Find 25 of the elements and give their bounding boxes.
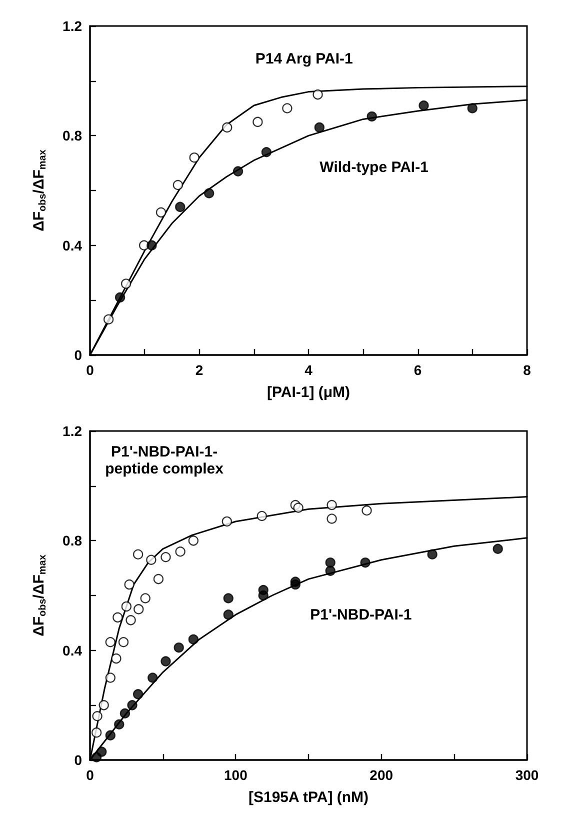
annotation: P1'-NBD-PAI-1: [310, 606, 412, 624]
y-tick-label: 0.4: [62, 642, 82, 658]
y-tick-label: 0.4: [62, 237, 82, 254]
y-tick-label: 0.8: [62, 532, 82, 549]
x-tick-label: 100: [224, 767, 248, 783]
x-tick-label: 6: [414, 362, 422, 378]
x-tick-label: 0: [86, 767, 94, 783]
x-axis-title: [S195A tPA] (nM): [248, 789, 369, 806]
annotation: P1'-NBD-PAI-1- peptide complex: [105, 444, 224, 478]
x-tick-label: 4: [304, 362, 313, 378]
x-tick-label: 300: [515, 767, 539, 783]
x-tick-label: 200: [370, 767, 394, 783]
y-tick-label: 0: [74, 752, 82, 768]
x-tick-label: 2: [195, 362, 204, 378]
annotation: Wild-type PAI-1: [320, 158, 428, 176]
x-axis-title: [PAI-1] (μM): [266, 384, 350, 401]
y-tick-label: 0.8: [62, 128, 82, 144]
x-tick-label: 0: [86, 362, 94, 378]
y-tick-label: 1.2: [62, 18, 82, 34]
annotation: P14 Arg PAI-1: [255, 50, 353, 68]
y-axis-title: ΔFobs/ΔFmax: [30, 149, 48, 232]
y-axis-title: ΔFobs/ΔFmax: [30, 554, 48, 636]
y-tick-label: 0: [74, 347, 82, 363]
x-tick-label: 8: [523, 362, 532, 378]
y-tick-label: 1.2: [62, 423, 82, 439]
